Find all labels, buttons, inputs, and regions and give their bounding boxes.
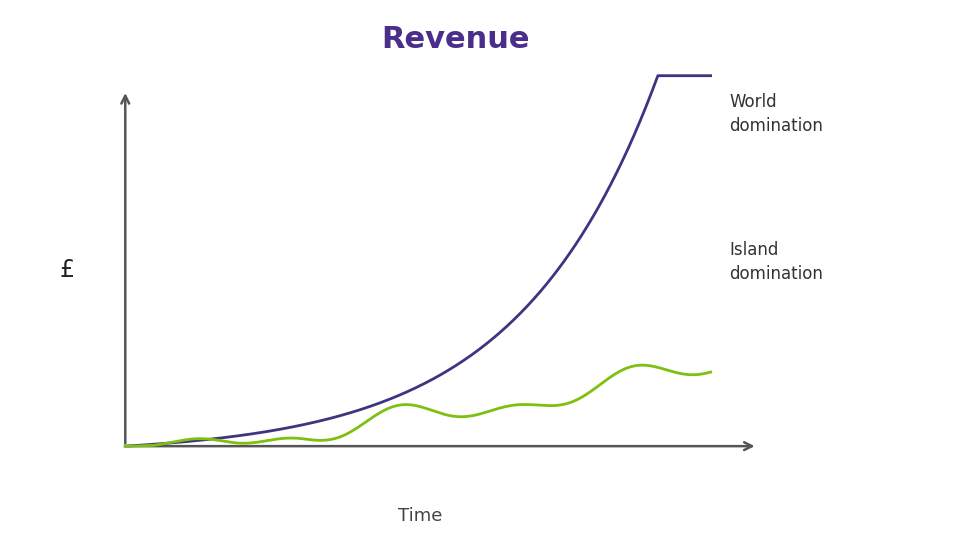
Title: Revenue: Revenue xyxy=(382,25,530,54)
Text: Island
domination: Island domination xyxy=(730,241,824,282)
Text: Time: Time xyxy=(397,507,443,525)
Text: World
domination: World domination xyxy=(730,93,824,135)
Text: £: £ xyxy=(60,258,75,282)
